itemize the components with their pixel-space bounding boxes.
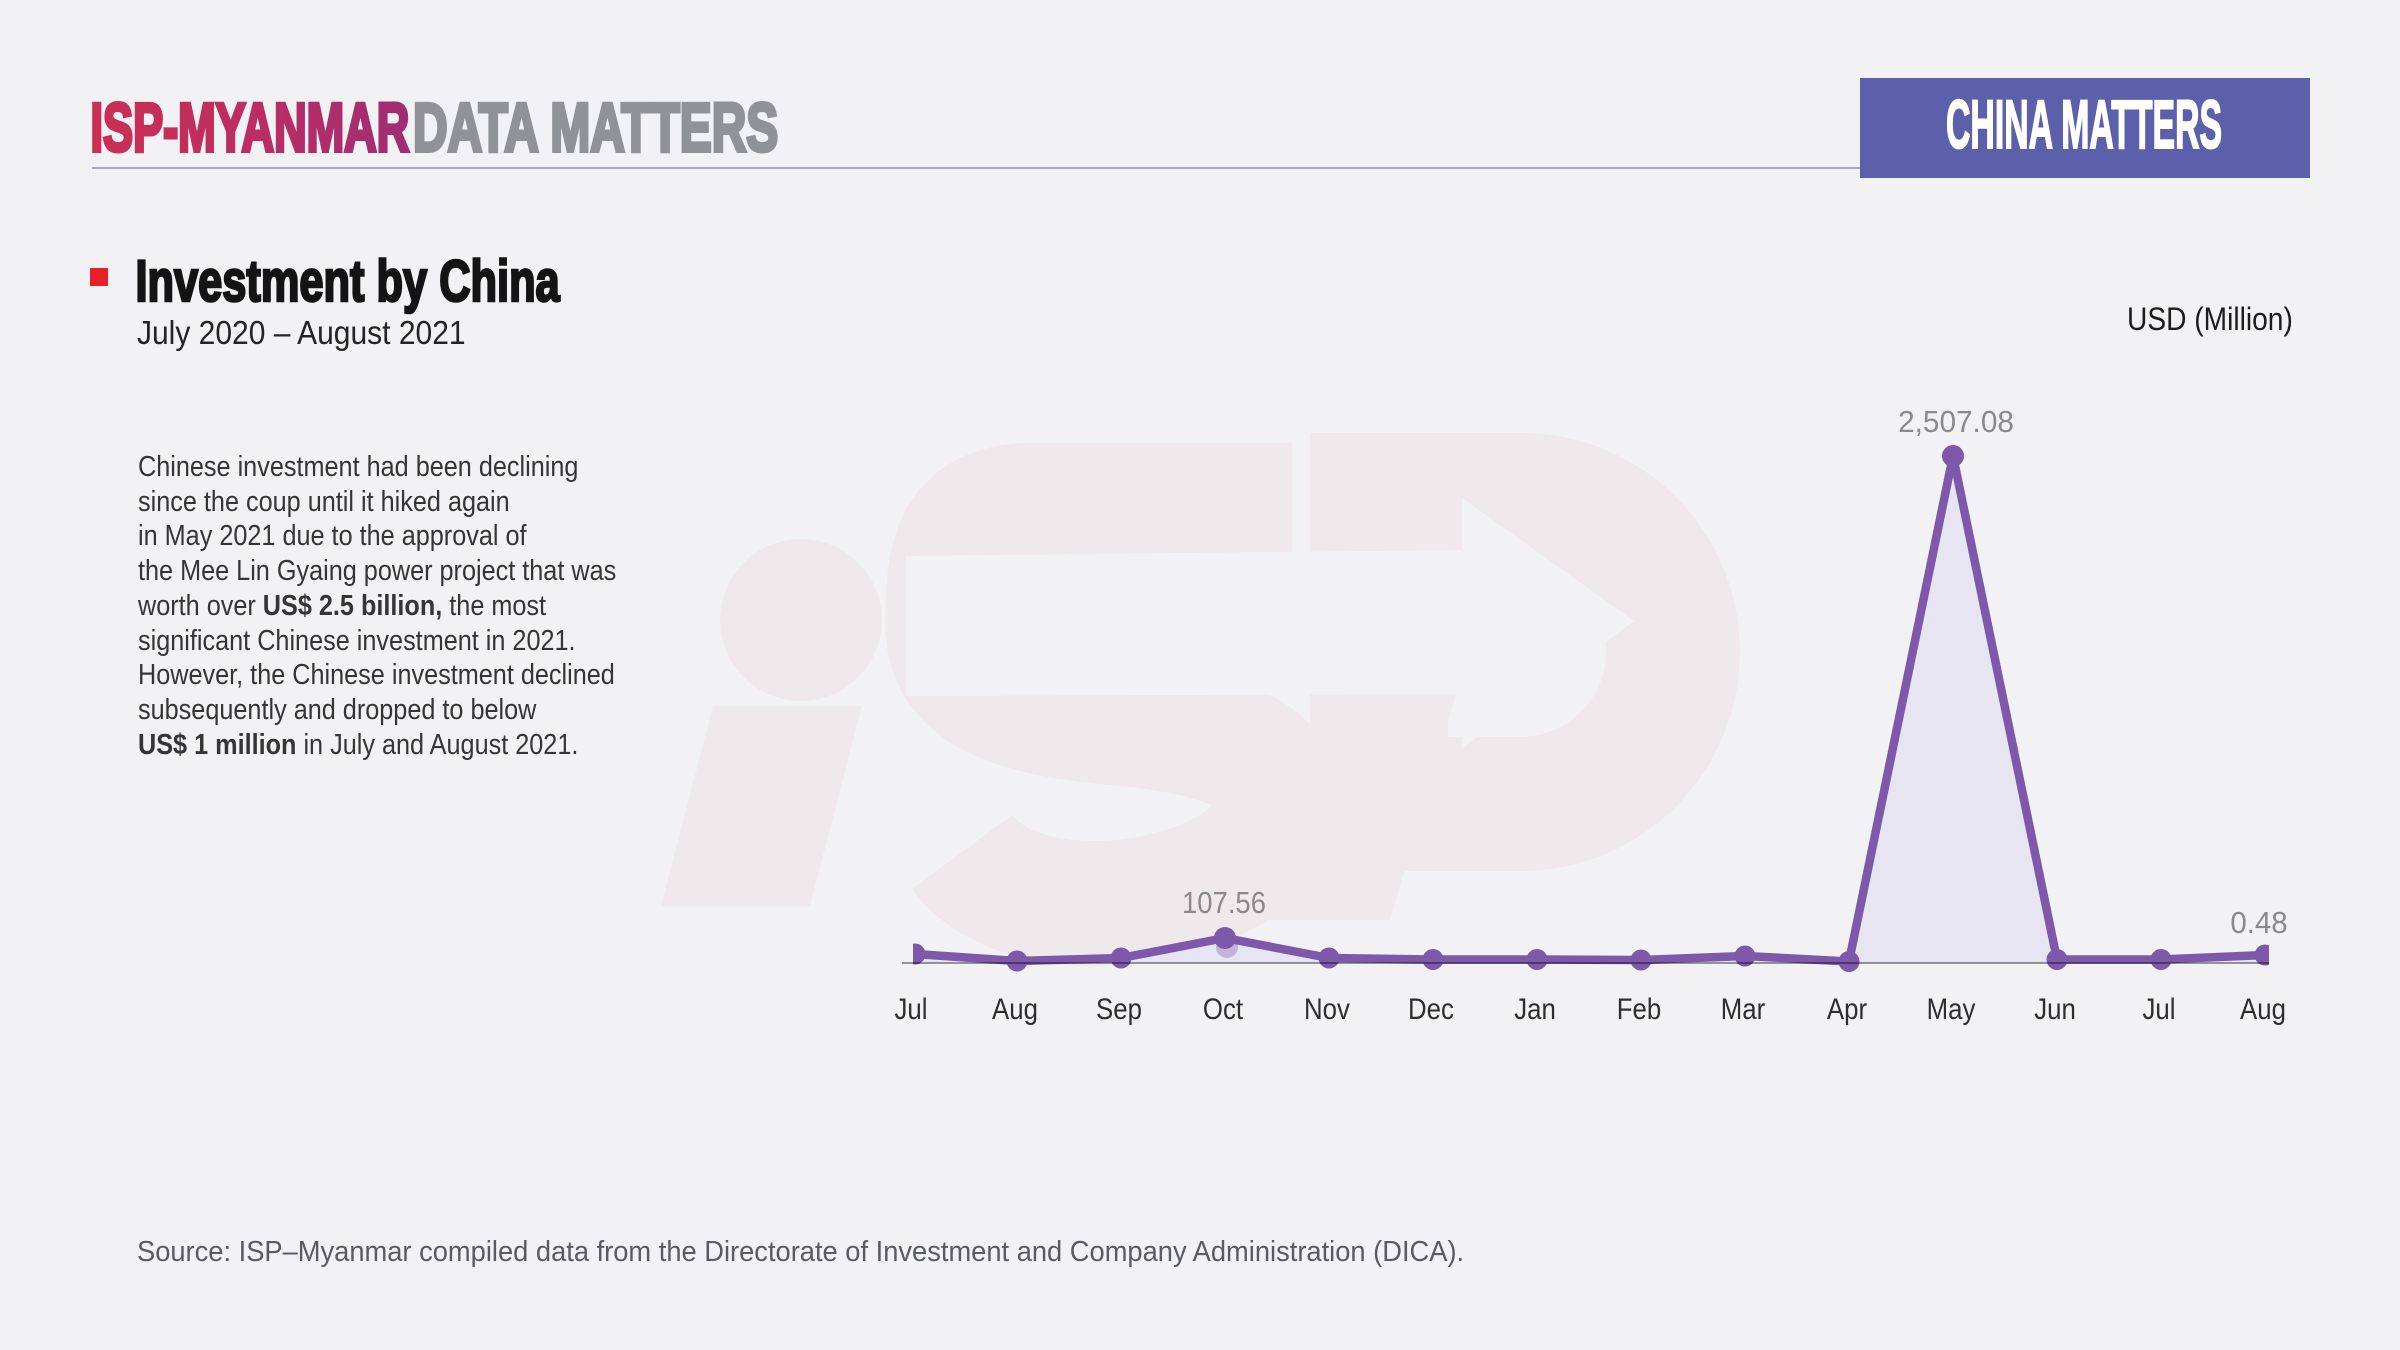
svg-text:DATA MATTERS: DATA MATTERS — [413, 88, 778, 166]
svg-text:ISP-MYANMAR: ISP-MYANMAR — [91, 89, 410, 166]
svg-text:CHINA MATTERS: CHINA MATTERS — [1946, 86, 2222, 163]
svg-text:Investment by China: Investment by China — [136, 249, 561, 314]
